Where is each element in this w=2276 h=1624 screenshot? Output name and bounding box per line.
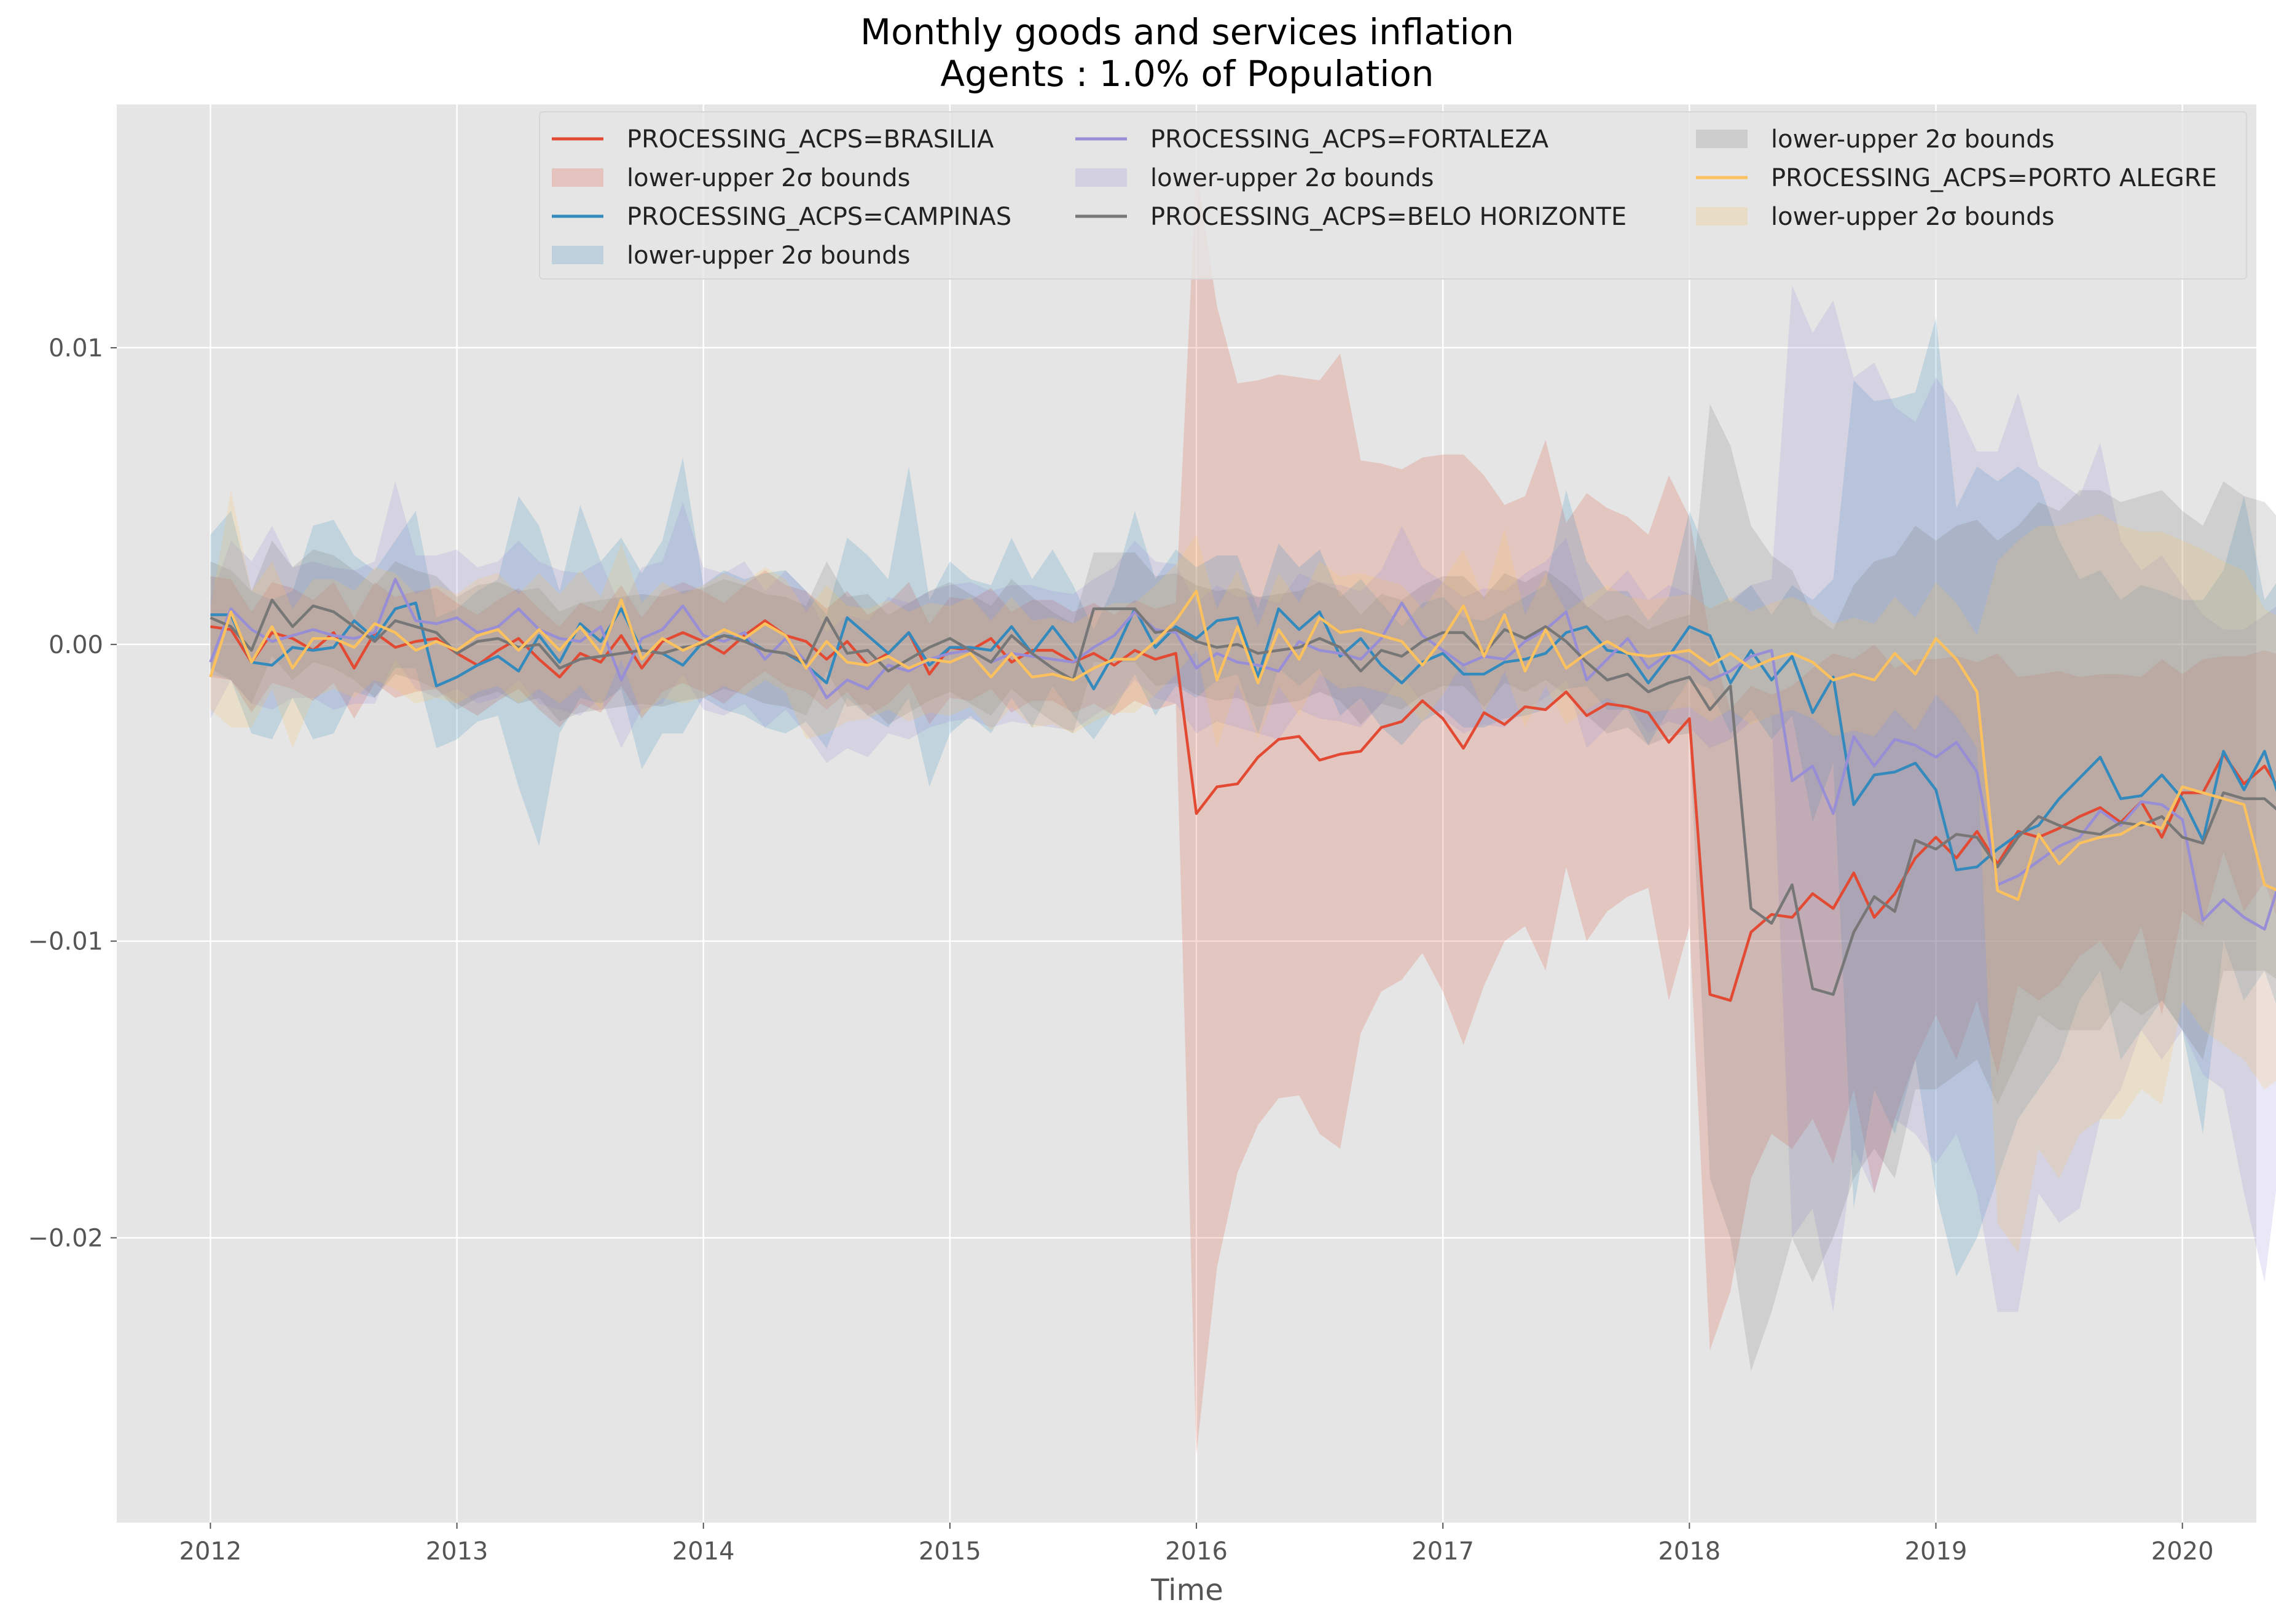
legend-band-label: lower-upper 2σ bounds: [1771, 203, 2054, 231]
series-lines: [209, 578, 2276, 1002]
legend-band-swatch: [1696, 130, 1748, 148]
legend-band-swatch: [1696, 207, 1748, 226]
x-tick-label: 2012: [179, 1537, 242, 1566]
legend-band-label: lower-upper 2σ bounds: [1771, 125, 2054, 154]
series-line-2: [209, 578, 2276, 931]
plot-area: [117, 104, 2256, 1523]
chart-title: Monthly goods and services inflation: [860, 11, 1514, 53]
legend-series-label: PROCESSING_ACPS=CAMPINAS: [627, 203, 1011, 231]
series-line-3: [210, 598, 2276, 996]
legend-band-label: lower-upper 2σ bounds: [1150, 164, 1434, 192]
series-line-4: [209, 589, 2276, 901]
chart-subtitle: Agents : 1.0% of Population: [940, 53, 1434, 95]
y-tick-label: 0.00: [49, 631, 103, 659]
x-axis-label: Time: [1150, 1573, 1223, 1607]
legend-series-label: PROCESSING_ACPS=BRASILIA: [627, 125, 994, 154]
y-tick-label: −0.01: [28, 928, 103, 956]
x-tick-label: 2013: [426, 1537, 489, 1566]
confidence-band-3: [210, 404, 2276, 1371]
confidence-bands: [210, 170, 2276, 1454]
confidence-band-0: [210, 170, 2276, 1454]
legend-band-label: lower-upper 2σ bounds: [627, 164, 910, 192]
legend-box: [539, 111, 2247, 280]
x-tick-label: 2018: [1658, 1537, 1721, 1566]
legend-series-label: PROCESSING_ACPS=PORTO ALEGRE: [1771, 164, 2217, 192]
legend-series-label: PROCESSING_ACPS=BELO HORIZONTE: [1150, 203, 1627, 231]
legend-band-label: lower-upper 2σ bounds: [627, 241, 910, 270]
y-tick-label: −0.02: [28, 1224, 103, 1252]
series-line-0: [210, 619, 2276, 1002]
confidence-band-2: [210, 285, 2276, 1312]
x-tick-label: 2014: [672, 1537, 735, 1566]
legend-series-label: PROCESSING_ACPS=FORTALEZA: [1150, 125, 1549, 154]
axis-ticks: 2012 2013 2014 2015 2016 2017 2018 2019 2020 0.01…: [28, 334, 2213, 1566]
x-tick-label: 2015: [919, 1537, 981, 1566]
y-tick-label: 0.01: [49, 334, 103, 363]
x-tick-label: 2020: [2151, 1537, 2214, 1566]
legend-band-swatch: [552, 246, 603, 264]
confidence-band-4: [210, 490, 2276, 1253]
legend-band-swatch: [552, 168, 603, 187]
grid: [117, 104, 2256, 1523]
confidence-band-1: [210, 318, 2276, 1277]
x-tick-label: 2017: [1411, 1537, 1474, 1566]
legend: PROCESSING_ACPS=BRASILIA lower-upper 2σ b…: [539, 111, 2247, 280]
x-tick-label: 2019: [1905, 1537, 1968, 1566]
x-tick-label: 2016: [1165, 1537, 1228, 1566]
legend-band-swatch: [1075, 168, 1127, 187]
